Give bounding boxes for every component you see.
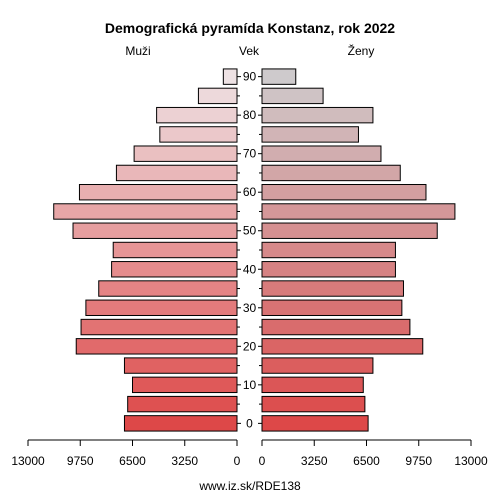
bar-male-60-64 — [78, 184, 238, 201]
bar-female-0-4 — [261, 415, 369, 432]
bar-female-25-29 — [261, 318, 411, 336]
bar-male-5-9 — [127, 395, 238, 413]
bar-female-70-74 — [261, 145, 382, 162]
bar-female-90+ — [261, 68, 297, 85]
bar-female-15-19 — [261, 357, 374, 374]
age-tick-label: 10 — [243, 378, 257, 392]
left-series-label: Muži — [125, 44, 150, 58]
bar-male-10-14 — [132, 376, 238, 394]
x-tick-label-right: 6500 — [353, 454, 380, 468]
age-axis-label: Vek — [239, 44, 260, 58]
bar-female-60-64 — [261, 184, 427, 201]
bar-female-35-39 — [261, 280, 404, 297]
x-axis-left: 13000 9750 6500 3250 0 — [11, 439, 241, 468]
bar-male-85-89 — [197, 87, 238, 105]
bar-female-65-69 — [261, 164, 401, 182]
female-bars — [261, 68, 456, 432]
age-tick-label: 20 — [243, 339, 257, 353]
bar-female-55-59 — [261, 203, 456, 220]
bar-male-65-69 — [115, 164, 238, 182]
x-tick-label-right: 3250 — [301, 454, 328, 468]
bar-male-30-34 — [85, 299, 238, 316]
bar-male-0-4 — [123, 415, 238, 432]
x-tick-label-left: 0 — [234, 454, 241, 468]
male-bars — [53, 68, 238, 432]
bar-female-75-79 — [261, 126, 359, 143]
x-tick-label-left: 6500 — [119, 454, 146, 468]
bar-female-5-9 — [261, 395, 366, 413]
bar-male-25-29 — [80, 318, 238, 336]
bar-female-40-44 — [261, 261, 396, 278]
age-tick-label: 0 — [246, 416, 253, 430]
bar-male-40-44 — [111, 261, 238, 278]
bar-male-15-19 — [123, 357, 238, 374]
bar-female-80-84 — [261, 106, 374, 124]
bar-male-70-74 — [133, 145, 238, 162]
bar-male-45-49 — [112, 241, 238, 259]
age-tick-label: 30 — [243, 301, 257, 315]
source-footer: www.iz.sk/RDE138 — [198, 479, 301, 493]
age-tick-label: 40 — [243, 262, 257, 276]
bar-female-30-34 — [261, 299, 403, 316]
x-tick-label-right: 13000 — [454, 454, 488, 468]
age-tick-label: 90 — [243, 70, 257, 84]
age-tick-label: 60 — [243, 185, 257, 199]
bar-male-50-54 — [72, 222, 238, 239]
chart-title: Demografická pyramída Konstanz, rok 2022 — [105, 20, 395, 36]
bar-female-45-49 — [261, 241, 396, 259]
x-tick-label-right: 0 — [259, 454, 266, 468]
bar-female-50-54 — [261, 222, 438, 239]
x-tick-label-left: 13000 — [11, 454, 45, 468]
age-axis: 0 10 20 30 40 50 60 70 80 90 — [237, 70, 262, 430]
x-tick-label-left: 3250 — [171, 454, 198, 468]
bar-male-75-79 — [159, 126, 238, 143]
right-series-label: Ženy — [348, 43, 375, 58]
bar-male-35-39 — [98, 280, 238, 297]
bar-male-90+ — [222, 68, 238, 85]
x-tick-label-left: 9750 — [67, 454, 94, 468]
bar-female-20-24 — [261, 338, 424, 355]
bar-male-80-84 — [156, 106, 238, 124]
bar-female-85-89 — [261, 87, 324, 105]
age-tick-label: 80 — [243, 108, 257, 122]
age-tick-label: 50 — [243, 224, 257, 238]
bar-male-55-59 — [53, 203, 238, 220]
x-tick-label-right: 9750 — [405, 454, 432, 468]
bar-male-20-24 — [75, 338, 238, 355]
age-tick-label: 70 — [243, 147, 257, 161]
bar-female-10-14 — [261, 376, 364, 394]
x-axis-right: 0 3250 6500 9750 13000 — [259, 439, 488, 468]
